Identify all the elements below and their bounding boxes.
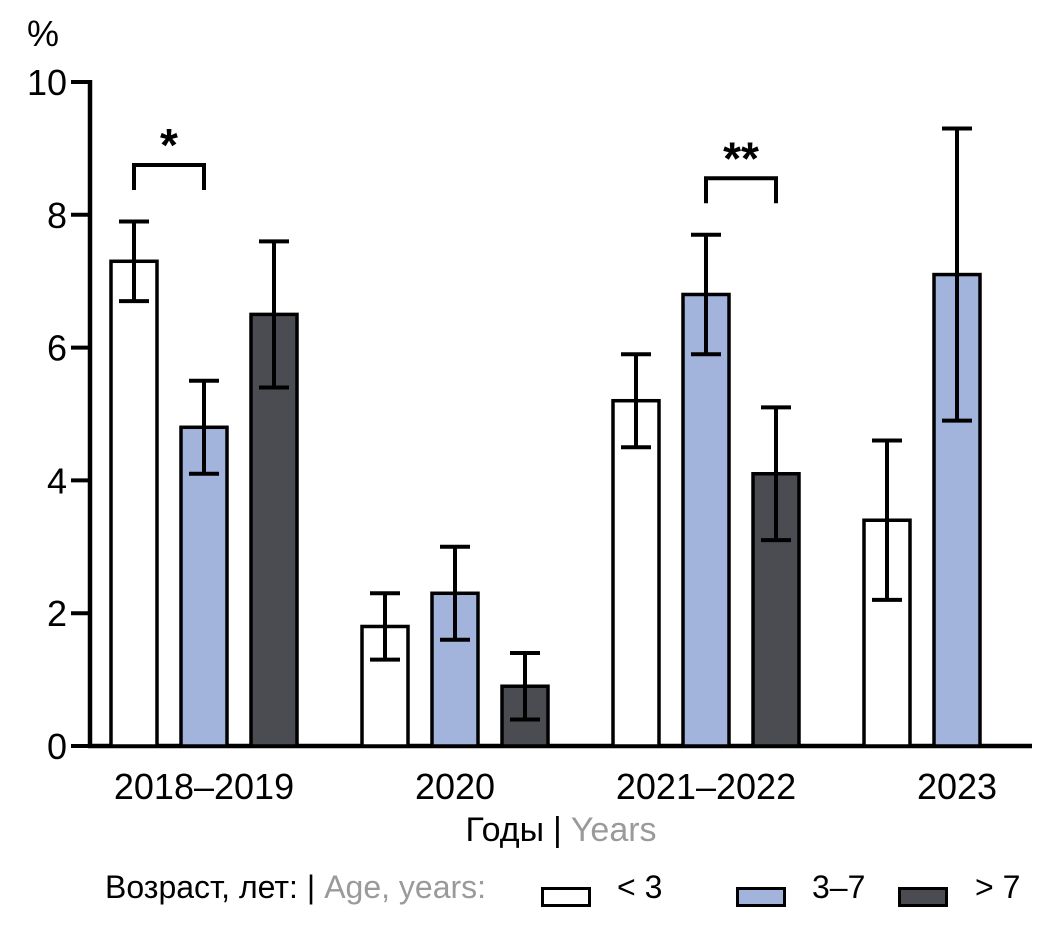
legend-label-over-7: > 7 [975,869,1021,905]
y-axis-unit-label: % [27,13,60,54]
x-tick-label: 2018–2019 [114,766,294,807]
legend-swatch-3-7 [736,887,786,907]
y-tick-label: 0 [47,726,67,767]
y-tick-label: 4 [47,460,67,501]
significance-bracket [132,163,206,190]
bar [430,591,480,748]
bar [179,425,229,748]
x-axis-title-en: Years [570,811,657,849]
y-tick-label: 2 [47,593,67,634]
x-tick-label: 2021–2022 [616,766,796,807]
y-tick-label: 10 [27,62,67,103]
y-tick-label: 6 [47,328,67,369]
legend-title: Возраст, лет: | Age, years: [105,868,486,906]
bar [109,259,159,748]
legend-label-3-7: 3–7 [812,869,866,905]
bar [681,292,731,748]
significance-label: * [160,119,178,171]
legend-title-en: Age, years: [324,869,487,905]
x-axis-title-separator: | [553,811,562,849]
legend-label-under-3: < 3 [617,869,663,905]
legend-title-ru: Возраст, лет: [105,869,298,905]
bar [611,398,661,748]
legend-title-separator: | [306,869,316,905]
x-tick-label: 2023 [917,766,997,807]
x-axis-title: Годы | Years [90,810,1032,850]
significance-label: ** [723,132,759,184]
x-tick-label: 2020 [415,766,495,807]
significance-bracket [704,176,778,204]
x-axis-title-ru: Годы [465,811,545,849]
legend-swatch-under-3 [541,887,591,907]
y-tick-label: 8 [47,195,67,236]
legend-swatch-over-7 [898,887,948,907]
